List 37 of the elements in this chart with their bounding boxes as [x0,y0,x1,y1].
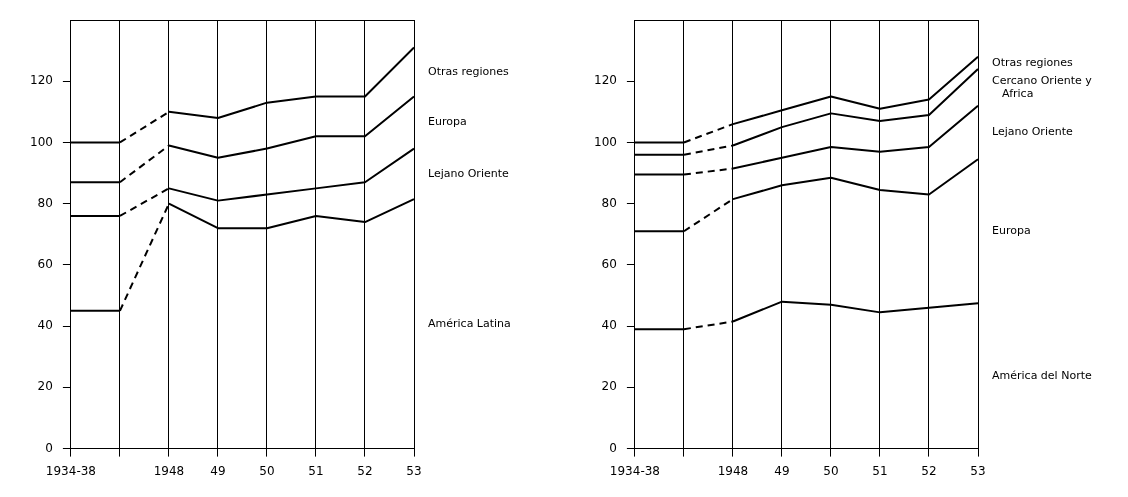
y-tick-label: 60 [601,257,617,272]
y-tick-label: 40 [37,318,53,333]
x-tick-label: 50 [823,463,839,478]
text: Otras regiones [428,64,510,78]
text: Europa [428,115,467,129]
text: América del Norte [992,368,1092,382]
x-tick-label: 1934-38 [609,463,660,478]
x-tick-label: 51 [872,463,888,478]
x-tick-label: 52 [357,463,373,478]
y-tick-label: 80 [37,195,53,210]
x-tick-label: 1948 [717,463,749,478]
x-tick-label: 53 [970,463,986,478]
y-tick-label: 20 [37,379,53,394]
text: Europa [992,224,1031,238]
x-tick-label: 52 [921,463,937,478]
y-tick-label: 120 [594,73,617,88]
x-tick-label: 1948 [153,463,185,478]
y-tick-label: 60 [37,257,53,272]
y-tick-label: 0 [609,440,617,455]
y-tick-label: 80 [601,195,617,210]
y-tick-label: 20 [601,379,617,394]
y-tick-label: 120 [30,73,53,88]
x-tick-label: 53 [406,463,422,478]
series-label: Otras regiones [992,55,1074,69]
text: Lejano Oriente [992,125,1073,139]
x-tick-label: 1934-38 [45,463,96,478]
text: Lejano Oriente [428,166,509,180]
series-label: Cercano Oriente y Africa [992,73,1093,100]
x-tick-label: 50 [259,463,275,478]
y-tick-label: 0 [45,440,53,455]
y-tick-label: 100 [30,134,53,149]
x-tick-label: 49 [774,463,790,478]
text: América Latina [428,316,511,330]
x-tick-label: 51 [308,463,324,478]
y-tick-label: 40 [601,318,617,333]
y-tick-label: 100 [594,134,617,149]
x-tick-label: 49 [210,463,226,478]
